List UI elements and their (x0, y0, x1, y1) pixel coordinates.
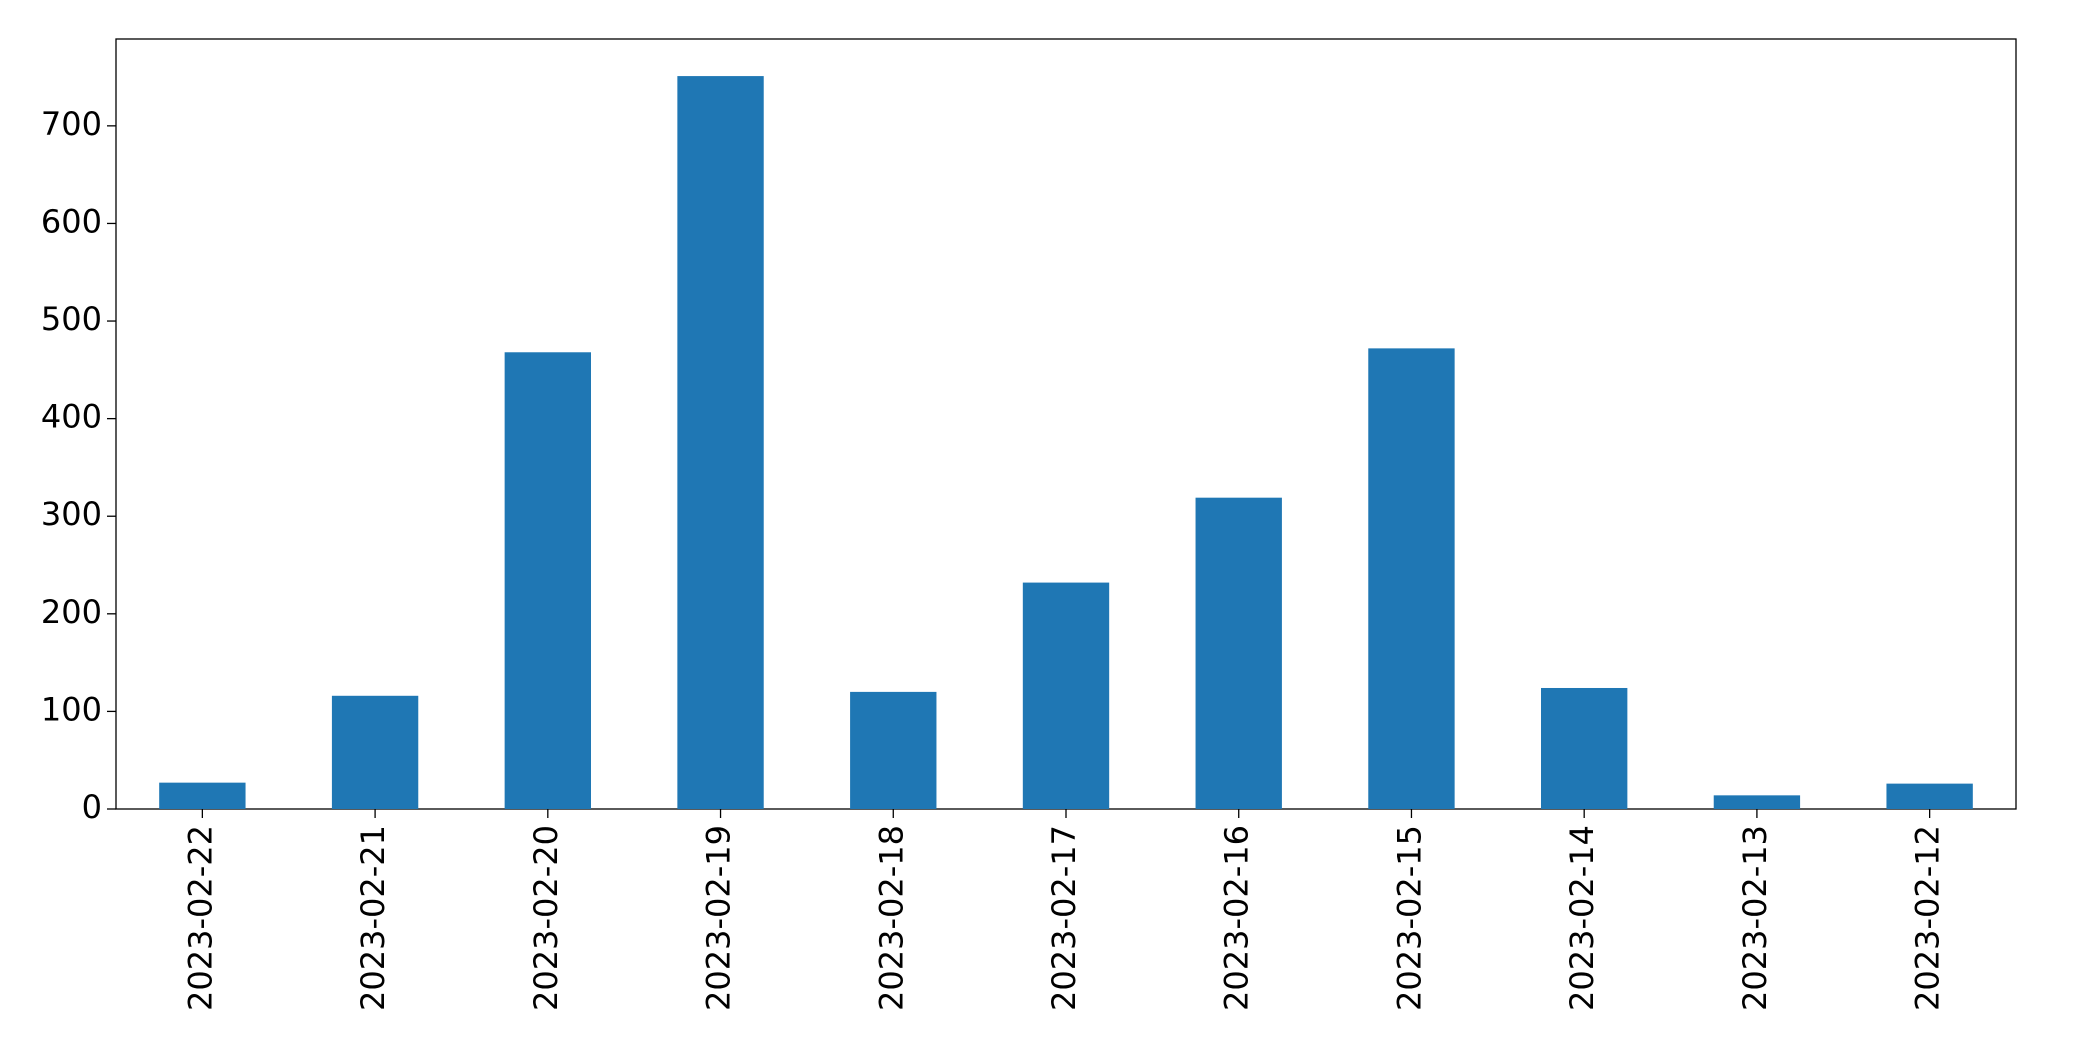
bar (1195, 497, 1282, 809)
bar (677, 76, 764, 810)
y-tick-label: 400 (41, 398, 102, 436)
bar (850, 691, 937, 809)
bar (1886, 783, 1973, 809)
x-tick-label: 2023-02-16 (1218, 825, 1256, 1011)
x-tick-label: 2023-02-14 (1563, 825, 1601, 1011)
y-tick-label: 0 (82, 788, 102, 826)
y-tick-label: 600 (41, 202, 102, 240)
x-tick-label: 2023-02-20 (527, 825, 565, 1011)
bar (159, 782, 246, 809)
x-tick-label: 2023-02-12 (1909, 825, 1947, 1011)
x-tick-label: 2023-02-17 (1045, 825, 1083, 1011)
x-tick-label: 2023-02-15 (1390, 825, 1428, 1011)
y-tick-label: 500 (41, 300, 102, 338)
x-tick-label: 2023-02-18 (872, 825, 910, 1011)
x-tick-label: 2023-02-13 (1736, 825, 1774, 1011)
bar (1713, 795, 1801, 809)
x-tick-label: 2023-02-19 (700, 825, 738, 1011)
bar (1368, 348, 1455, 809)
x-tick-label: 2023-02-22 (181, 825, 219, 1011)
x-tick-label: 2023-02-21 (354, 825, 392, 1011)
bar (331, 695, 419, 809)
y-tick-label: 300 (41, 495, 102, 533)
y-tick-label: 200 (41, 593, 102, 631)
bar (504, 352, 591, 809)
y-tick-label: 700 (41, 105, 102, 143)
bar (1541, 687, 1628, 809)
bar (1022, 582, 1110, 809)
y-tick-label: 100 (41, 690, 102, 728)
